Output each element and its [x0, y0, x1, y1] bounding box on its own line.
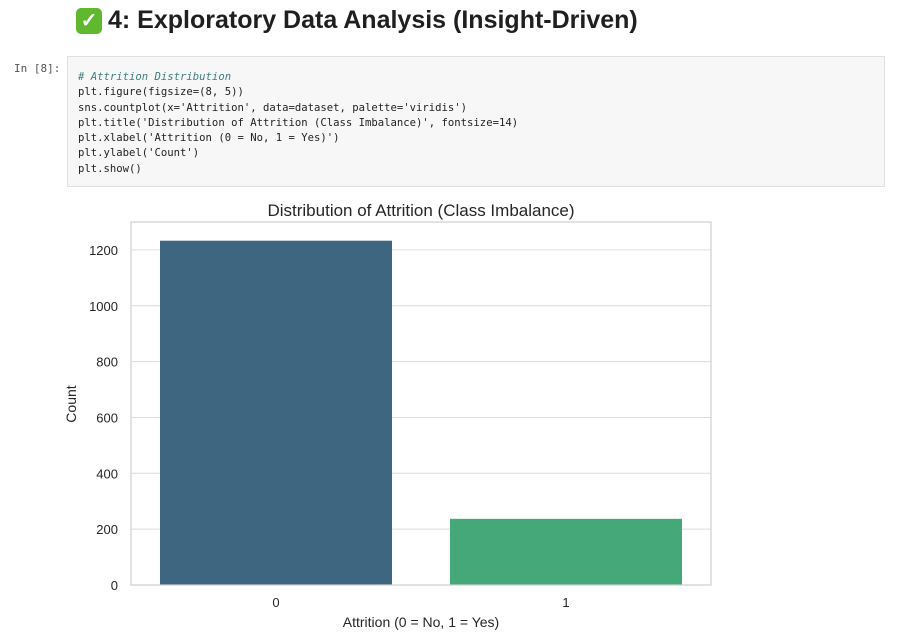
code-line: plt.figure(figsize=(8, 5)) — [78, 86, 244, 99]
y-tick-label: 200 — [96, 522, 118, 537]
x-tick-label: 1 — [562, 595, 569, 610]
plot-frame — [130, 221, 712, 586]
x-axis-label: Attrition (0 = No, 1 = Yes) — [343, 614, 499, 630]
code-line: plt.xlabel('Attrition (0 = No, 1 = Yes)'… — [78, 132, 340, 145]
code-line: plt.ylabel('Count') — [78, 147, 200, 160]
cell-prompt: In [8]: — [14, 62, 61, 75]
code-line: # Attrition Distribution — [78, 71, 232, 83]
check-mark-icon: ✓ — [76, 7, 102, 34]
y-axis-label: Count — [63, 385, 79, 422]
bar-chart: Distribution of Attrition (Class Imbalan… — [63, 201, 712, 630]
y-tick-label: 1200 — [89, 243, 118, 258]
y-tick-label: 400 — [96, 466, 118, 481]
code-line: plt.title('Distribution of Attrition (Cl… — [78, 116, 519, 129]
code-cell[interactable]: # Attrition Distribution plt.figure(figs… — [67, 56, 885, 187]
code-line: sns.countplot(x='Attrition', data=datase… — [78, 101, 468, 114]
code-line: plt.show() — [78, 162, 142, 175]
y-tick-label: 0 — [111, 578, 118, 593]
chart-title: Distribution of Attrition (Class Imbalan… — [267, 201, 574, 220]
y-tick-label: 600 — [96, 410, 118, 425]
y-tick-label: 800 — [96, 355, 118, 370]
heading-text: 4: Exploratory Data Analysis (Insight-Dr… — [108, 6, 638, 34]
section-heading: ✓ 4: Exploratory Data Analysis (Insight-… — [76, 6, 638, 35]
x-tick-label: 0 — [272, 595, 279, 610]
bar-1 — [450, 518, 682, 585]
code-block[interactable]: # Attrition Distribution plt.figure(figs… — [78, 70, 518, 177]
bar-0 — [160, 240, 392, 585]
y-tick-label: 1000 — [89, 299, 118, 314]
